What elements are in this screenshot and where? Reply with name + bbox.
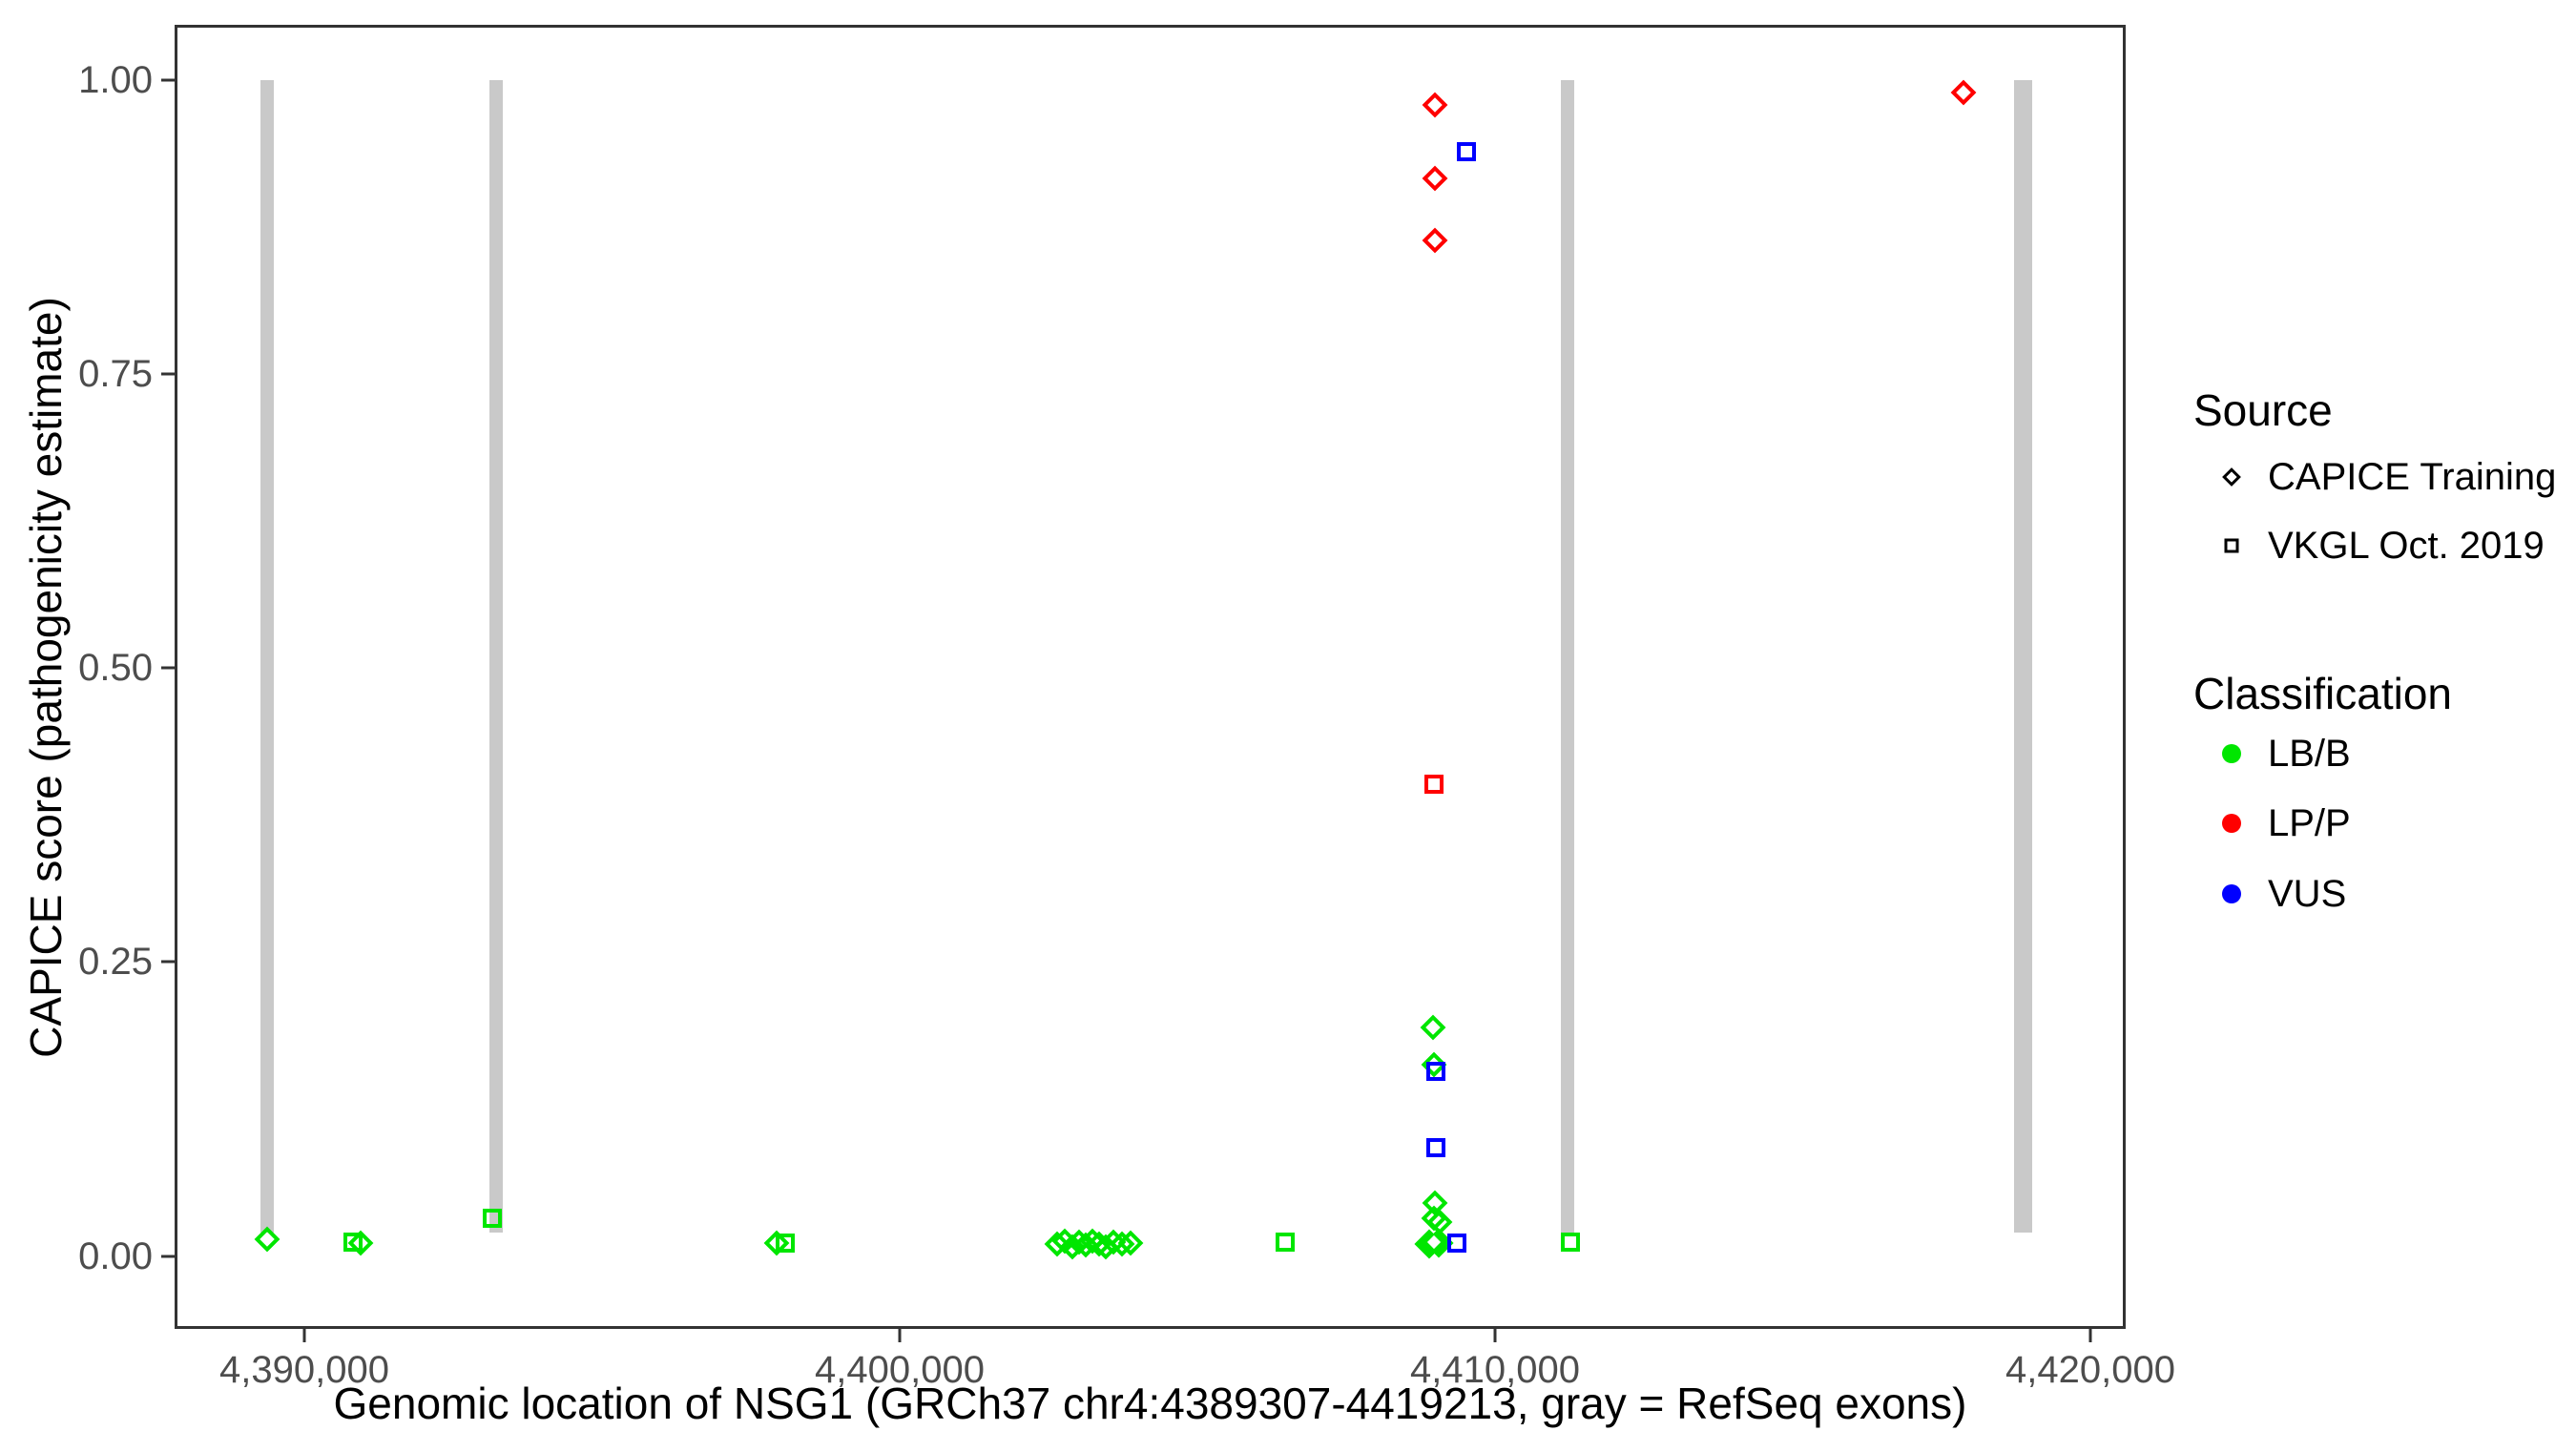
data-point-open-square <box>1423 775 1444 795</box>
lbb-color-dot-icon <box>2222 744 2241 763</box>
legend-item-lbb: LB/B <box>2268 733 2351 775</box>
data-point-open-square <box>1456 142 1476 162</box>
y-axis-tick <box>161 78 175 82</box>
y-axis-tick <box>161 372 175 376</box>
data-point-open-square <box>1425 1138 1445 1158</box>
x-axis-tick-label: 4,420,000 <box>2005 1349 2175 1391</box>
y-axis-tick-label: 0.75 <box>78 353 153 396</box>
x-axis-tick-label: 4,400,000 <box>814 1349 985 1391</box>
capice-training-diamond-icon <box>2222 467 2241 487</box>
legend-item-lpp: LP/P <box>2268 802 2351 844</box>
y-axis-tick <box>161 666 175 670</box>
y-axis-tick <box>161 1255 175 1258</box>
x-axis-title: Genomic location of NSG1 (GRCh37 chr4:43… <box>333 1379 1967 1428</box>
y-axis-tick-label: 1.00 <box>78 58 153 101</box>
x-axis-tick <box>898 1329 902 1342</box>
exon-bar <box>488 79 503 1233</box>
data-point-open-square <box>482 1209 502 1229</box>
y-axis-tick-label: 0.50 <box>78 647 153 690</box>
x-axis-tick <box>302 1329 306 1342</box>
vus-color-dot-icon <box>2222 884 2241 903</box>
data-point-open-square <box>1425 1062 1445 1082</box>
data-point-open-square <box>343 1232 363 1252</box>
y-axis-tick-label: 0.00 <box>78 1234 153 1277</box>
legend-source-title: Source <box>2193 385 2333 435</box>
plot-panel <box>175 25 2126 1329</box>
x-axis-tick <box>2088 1329 2092 1342</box>
x-axis-tick-label: 4,410,000 <box>1410 1349 1580 1391</box>
exon-bar <box>2013 79 2032 1233</box>
vkgl-square-icon <box>2224 538 2239 553</box>
x-axis-tick <box>1493 1329 1497 1342</box>
exon-bar <box>260 79 274 1233</box>
y-axis-tick-label: 0.25 <box>78 941 153 984</box>
y-axis-title: CAPICE score (pathogenicity estimate) <box>21 296 71 1058</box>
data-point-open-square <box>1446 1234 1466 1254</box>
data-point-open-square <box>775 1234 795 1254</box>
legend-item-vus: VUS <box>2268 873 2347 915</box>
x-axis-tick-label: 4,390,000 <box>218 1349 389 1391</box>
data-point-open-square <box>1275 1232 1295 1252</box>
legend-classification-title: Classification <box>2193 669 2452 718</box>
legend-item-vkgl: VKGL Oct. 2019 <box>2268 525 2545 567</box>
legend-item-capice-training: CAPICE Training <box>2268 456 2557 498</box>
y-axis-tick <box>161 960 175 964</box>
lpp-color-dot-icon <box>2222 814 2241 833</box>
exon-bar <box>1561 79 1574 1233</box>
data-point-open-square <box>1560 1232 1580 1252</box>
